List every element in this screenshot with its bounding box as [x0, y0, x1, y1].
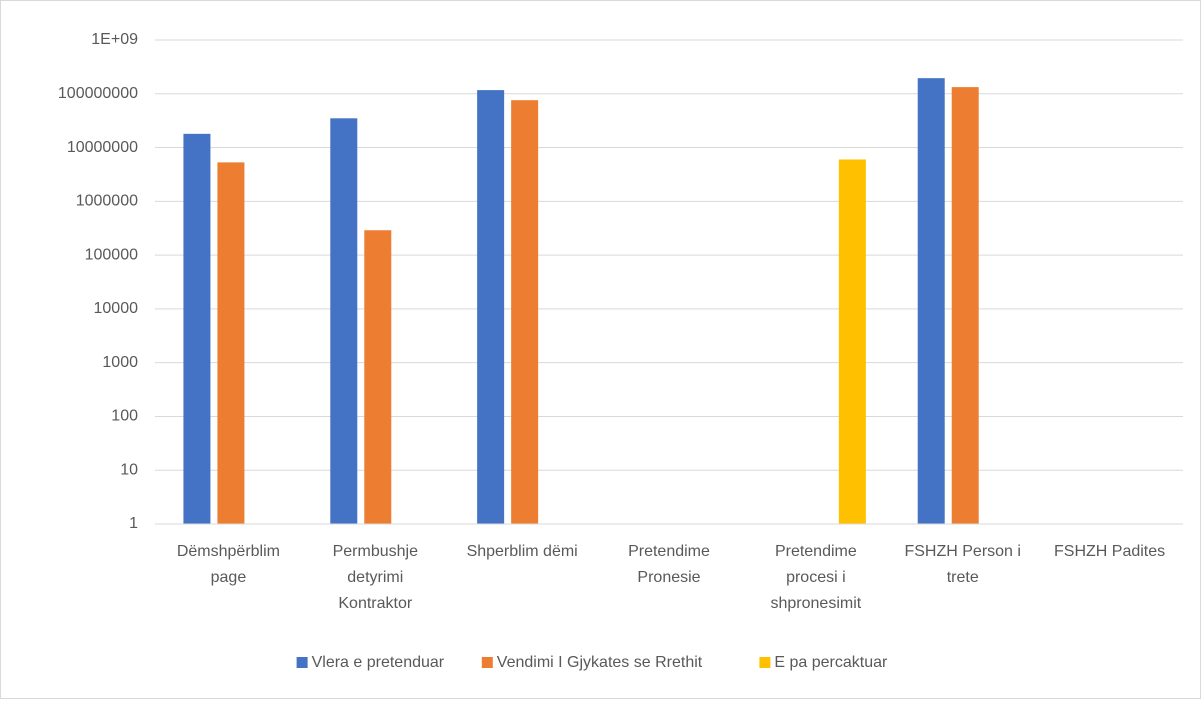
legend-label: Vlera e pretenduar	[312, 654, 445, 671]
bar	[477, 90, 505, 524]
x-tick-label: FSHZH Person i trete	[904, 543, 1020, 586]
y-tick-label: 100	[111, 408, 138, 425]
legend-swatch	[481, 657, 493, 668]
x-tick-label: Pretendime procesi i shpronesimit	[771, 543, 862, 612]
y-tick-label: 100000	[85, 246, 138, 263]
bar	[838, 159, 866, 524]
y-tick-label: 1000000	[76, 193, 138, 210]
bar	[364, 230, 392, 524]
bar	[330, 118, 358, 524]
x-tick-label: FSHZH Padites	[1054, 543, 1165, 560]
bar	[183, 133, 211, 524]
y-tick-label: 10000	[94, 300, 139, 317]
bar	[917, 78, 945, 524]
y-tick-label: 1E+09	[91, 31, 138, 48]
x-tick-label: Permbushje detyrimi Kontraktor	[333, 543, 418, 612]
y-tick-label: 1000	[102, 354, 138, 371]
y-tick-label: 100000000	[58, 85, 138, 102]
legend-swatch	[759, 657, 771, 668]
x-tick-label: Pretendime Pronesie	[628, 543, 710, 586]
legend-swatch	[296, 657, 308, 668]
y-tick-label: 10	[120, 461, 138, 478]
bar	[951, 87, 979, 524]
x-tick-label: Shperblim dëmi	[467, 543, 578, 560]
legend-label: E pa percaktuar	[774, 654, 888, 671]
x-tick-label: Dëmshpërblim page	[177, 543, 280, 586]
bar	[511, 100, 539, 525]
y-tick-label: 1	[129, 515, 138, 532]
y-tick-label: 10000000	[67, 139, 138, 156]
legend-label: Vendimi I Gjykates se Rrethit	[497, 654, 703, 671]
bar	[217, 162, 245, 524]
